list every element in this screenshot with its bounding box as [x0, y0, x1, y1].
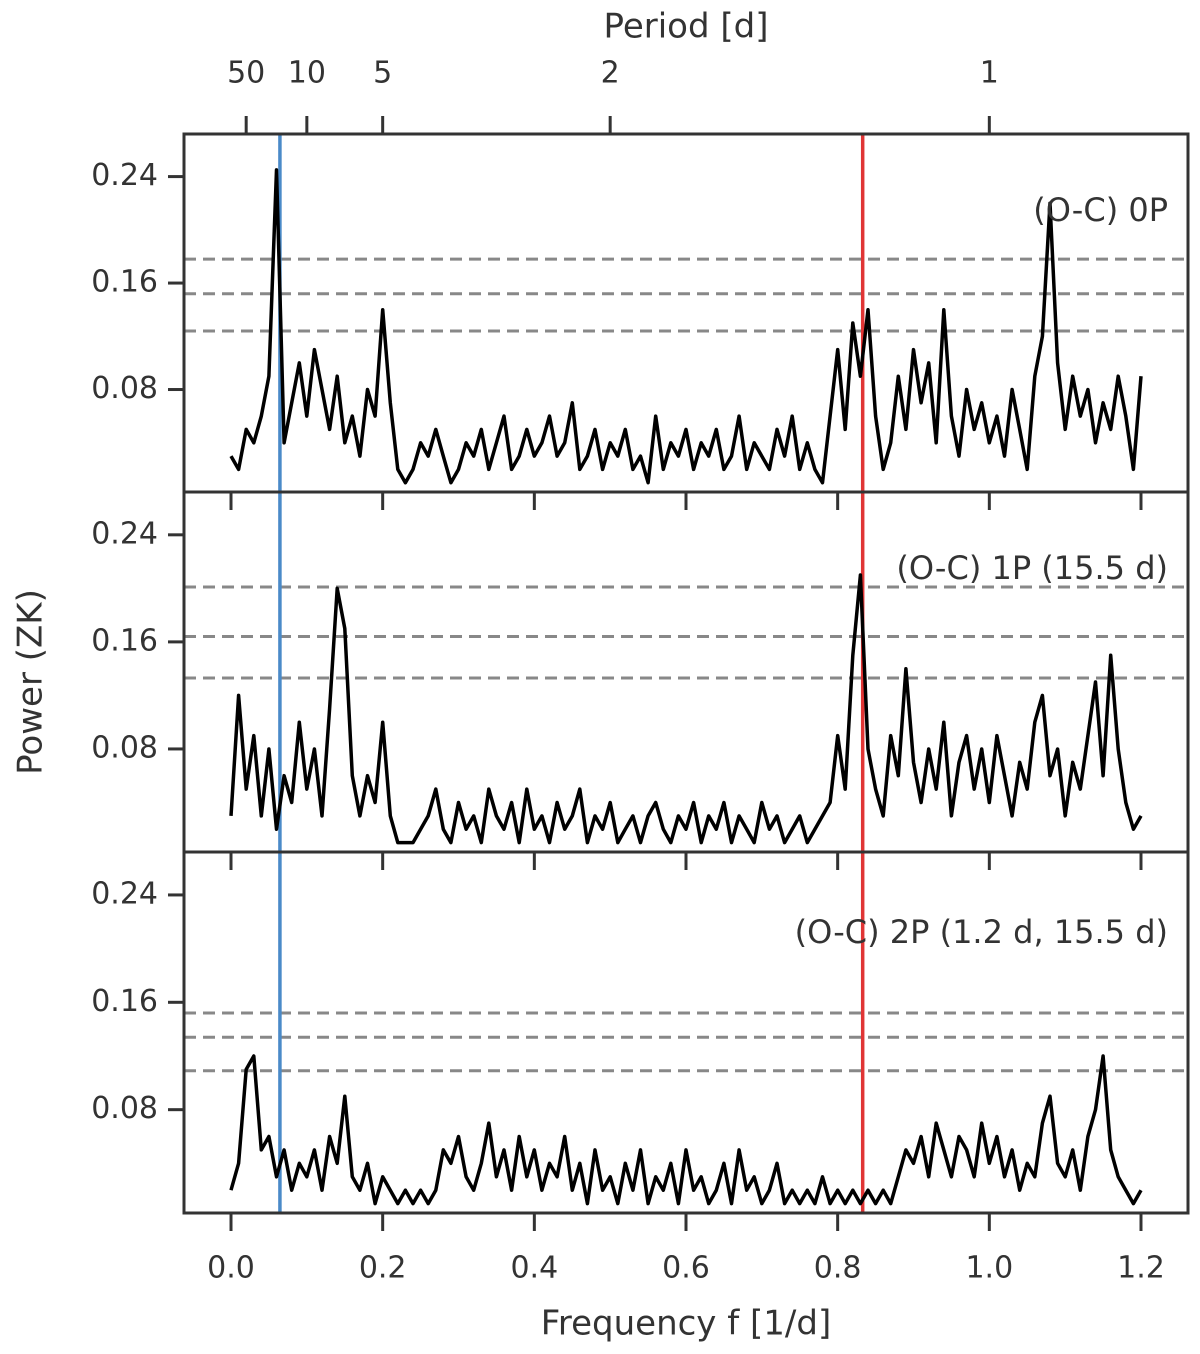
panel-label: (O-C) 0P — [1033, 191, 1168, 229]
x2-tick-label: 50 — [227, 56, 265, 91]
y-tick-label: 0.16 — [91, 265, 158, 300]
x-tick-label: 0.0 — [207, 1251, 255, 1286]
y-tick-label: 0.16 — [91, 623, 158, 658]
plot-frame — [182, 850, 1190, 1215]
periodogram-line — [229, 1054, 1143, 1206]
x2-tick-label: 2 — [601, 56, 620, 91]
panel-label: (O-C) 1P (15.5 d) — [896, 549, 1168, 587]
periodogram-line — [229, 168, 1143, 485]
y-tick-label: 0.08 — [91, 1091, 158, 1126]
y-tick-label: 0.24 — [91, 158, 158, 193]
x2-tick-label: 1 — [980, 56, 999, 91]
x2-axis-label: Period [d] — [604, 7, 769, 47]
x-tick-label: 0.6 — [662, 1251, 710, 1286]
x-tick-label: 0.2 — [359, 1251, 407, 1286]
y-tick-label: 0.08 — [91, 730, 158, 765]
x-tick-label: 0.4 — [510, 1251, 558, 1286]
y-tick-label: 0.16 — [91, 984, 158, 1019]
x2-tick-label: 5 — [373, 56, 392, 91]
y-tick-label: 0.24 — [91, 516, 158, 551]
y-axis-label: Power (ZK) — [11, 589, 51, 775]
plot-frame — [182, 490, 1190, 854]
x-tick-label: 1.2 — [1117, 1251, 1165, 1286]
y-tick-label: 0.08 — [91, 371, 158, 406]
x-axis-label: Frequency f [1/d] — [541, 1304, 831, 1344]
x2-tick-label: 10 — [288, 56, 326, 91]
panel-label: (O-C) 2P (1.2 d, 15.5 d) — [795, 913, 1168, 951]
x-tick-label: 1.0 — [965, 1251, 1013, 1286]
x-tick-label: 0.8 — [814, 1251, 862, 1286]
y-tick-label: 0.24 — [91, 876, 158, 911]
periodogram-line — [229, 573, 1143, 845]
